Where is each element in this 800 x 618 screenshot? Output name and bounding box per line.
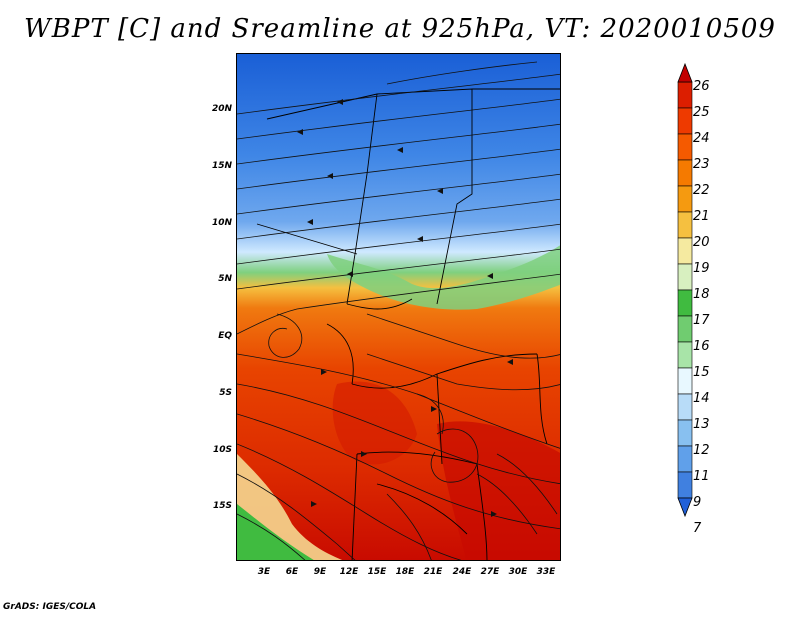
lon-label-18e: 18E	[395, 567, 415, 577]
lon-label-24e: 24E	[452, 567, 472, 577]
colorbar-swatch	[677, 315, 693, 343]
colorbar-label-14: 14	[693, 391, 710, 406]
grads-credit: GrADS: IGES/COLA	[3, 602, 97, 612]
streamlines	[237, 61, 560, 560]
colorbar-swatch	[677, 289, 693, 317]
colorbar-swatch	[677, 341, 693, 369]
colorbar-swatch	[677, 107, 693, 135]
colorbar-top-arrow	[677, 62, 693, 83]
lon-label-33e: 33E	[536, 567, 556, 577]
colorbar-label-20: 20	[693, 235, 710, 250]
colorbar-swatch	[677, 367, 693, 395]
colorbar-swatch	[677, 159, 693, 187]
colorbar-label-13: 13	[693, 417, 710, 432]
colorbar-label-16: 16	[693, 339, 710, 354]
colorbar	[677, 62, 693, 518]
lat-label-15n: 15N	[211, 161, 232, 171]
colorbar-label-19: 19	[693, 261, 710, 276]
colorbar-label-17: 17	[693, 313, 710, 328]
lon-label-30e: 30E	[508, 567, 528, 577]
colorbar-swatch	[677, 185, 693, 213]
colorbar-swatch	[677, 133, 693, 161]
map-panel	[236, 53, 561, 561]
lon-label-6e: 6E	[285, 567, 299, 577]
colorbar-label-15: 15	[693, 365, 710, 380]
map-title: WBPT [C] and Sreamline at 925hPa, VT: 20…	[24, 14, 776, 44]
streamline-arrows	[297, 99, 513, 517]
lat-label-5s: 5S	[219, 388, 232, 398]
lat-label-20n: 20N	[211, 104, 232, 114]
colorbar-label-24: 24	[693, 131, 710, 146]
colorbar-swatch	[677, 393, 693, 421]
colorbar-swatch	[677, 471, 693, 499]
colorbar-label-18: 18	[693, 287, 710, 302]
lon-label-15e: 15E	[367, 567, 387, 577]
colorbar-label-21: 21	[693, 209, 710, 224]
lon-label-3e: 3E	[257, 567, 271, 577]
lat-label-5n: 5N	[218, 274, 232, 284]
lat-label-15s: 15S	[212, 501, 232, 511]
colorbar-label-12: 12	[693, 443, 710, 458]
colorbar-label-11: 11	[693, 469, 710, 484]
wbpt-field	[237, 54, 560, 560]
colorbar-boxes	[677, 81, 693, 499]
colorbar-label-25: 25	[693, 105, 710, 120]
colorbar-swatch	[677, 263, 693, 291]
colorbar-swatch	[677, 445, 693, 473]
colorbar-swatch	[677, 81, 693, 109]
colorbar-swatch	[677, 419, 693, 447]
colorbar-bottom-arrow	[677, 497, 693, 518]
lat-label-10s: 10S	[212, 445, 232, 455]
colorbar-swatch	[677, 237, 693, 265]
colorbar-label-22: 22	[693, 183, 710, 198]
colorbar-label-26: 26	[693, 79, 710, 94]
colorbar-label-7: 7	[693, 521, 702, 536]
lat-label-10n: 10N	[211, 218, 232, 228]
lon-label-21e: 21E	[423, 567, 443, 577]
colorbar-swatch	[677, 211, 693, 239]
lat-label-eq: EQ	[218, 331, 232, 341]
lon-label-12e: 12E	[339, 567, 359, 577]
colorbar-label-9: 9	[693, 495, 702, 510]
lon-label-27e: 27E	[480, 567, 500, 577]
colorbar-label-23: 23	[693, 157, 710, 172]
lon-label-9e: 9E	[313, 567, 327, 577]
